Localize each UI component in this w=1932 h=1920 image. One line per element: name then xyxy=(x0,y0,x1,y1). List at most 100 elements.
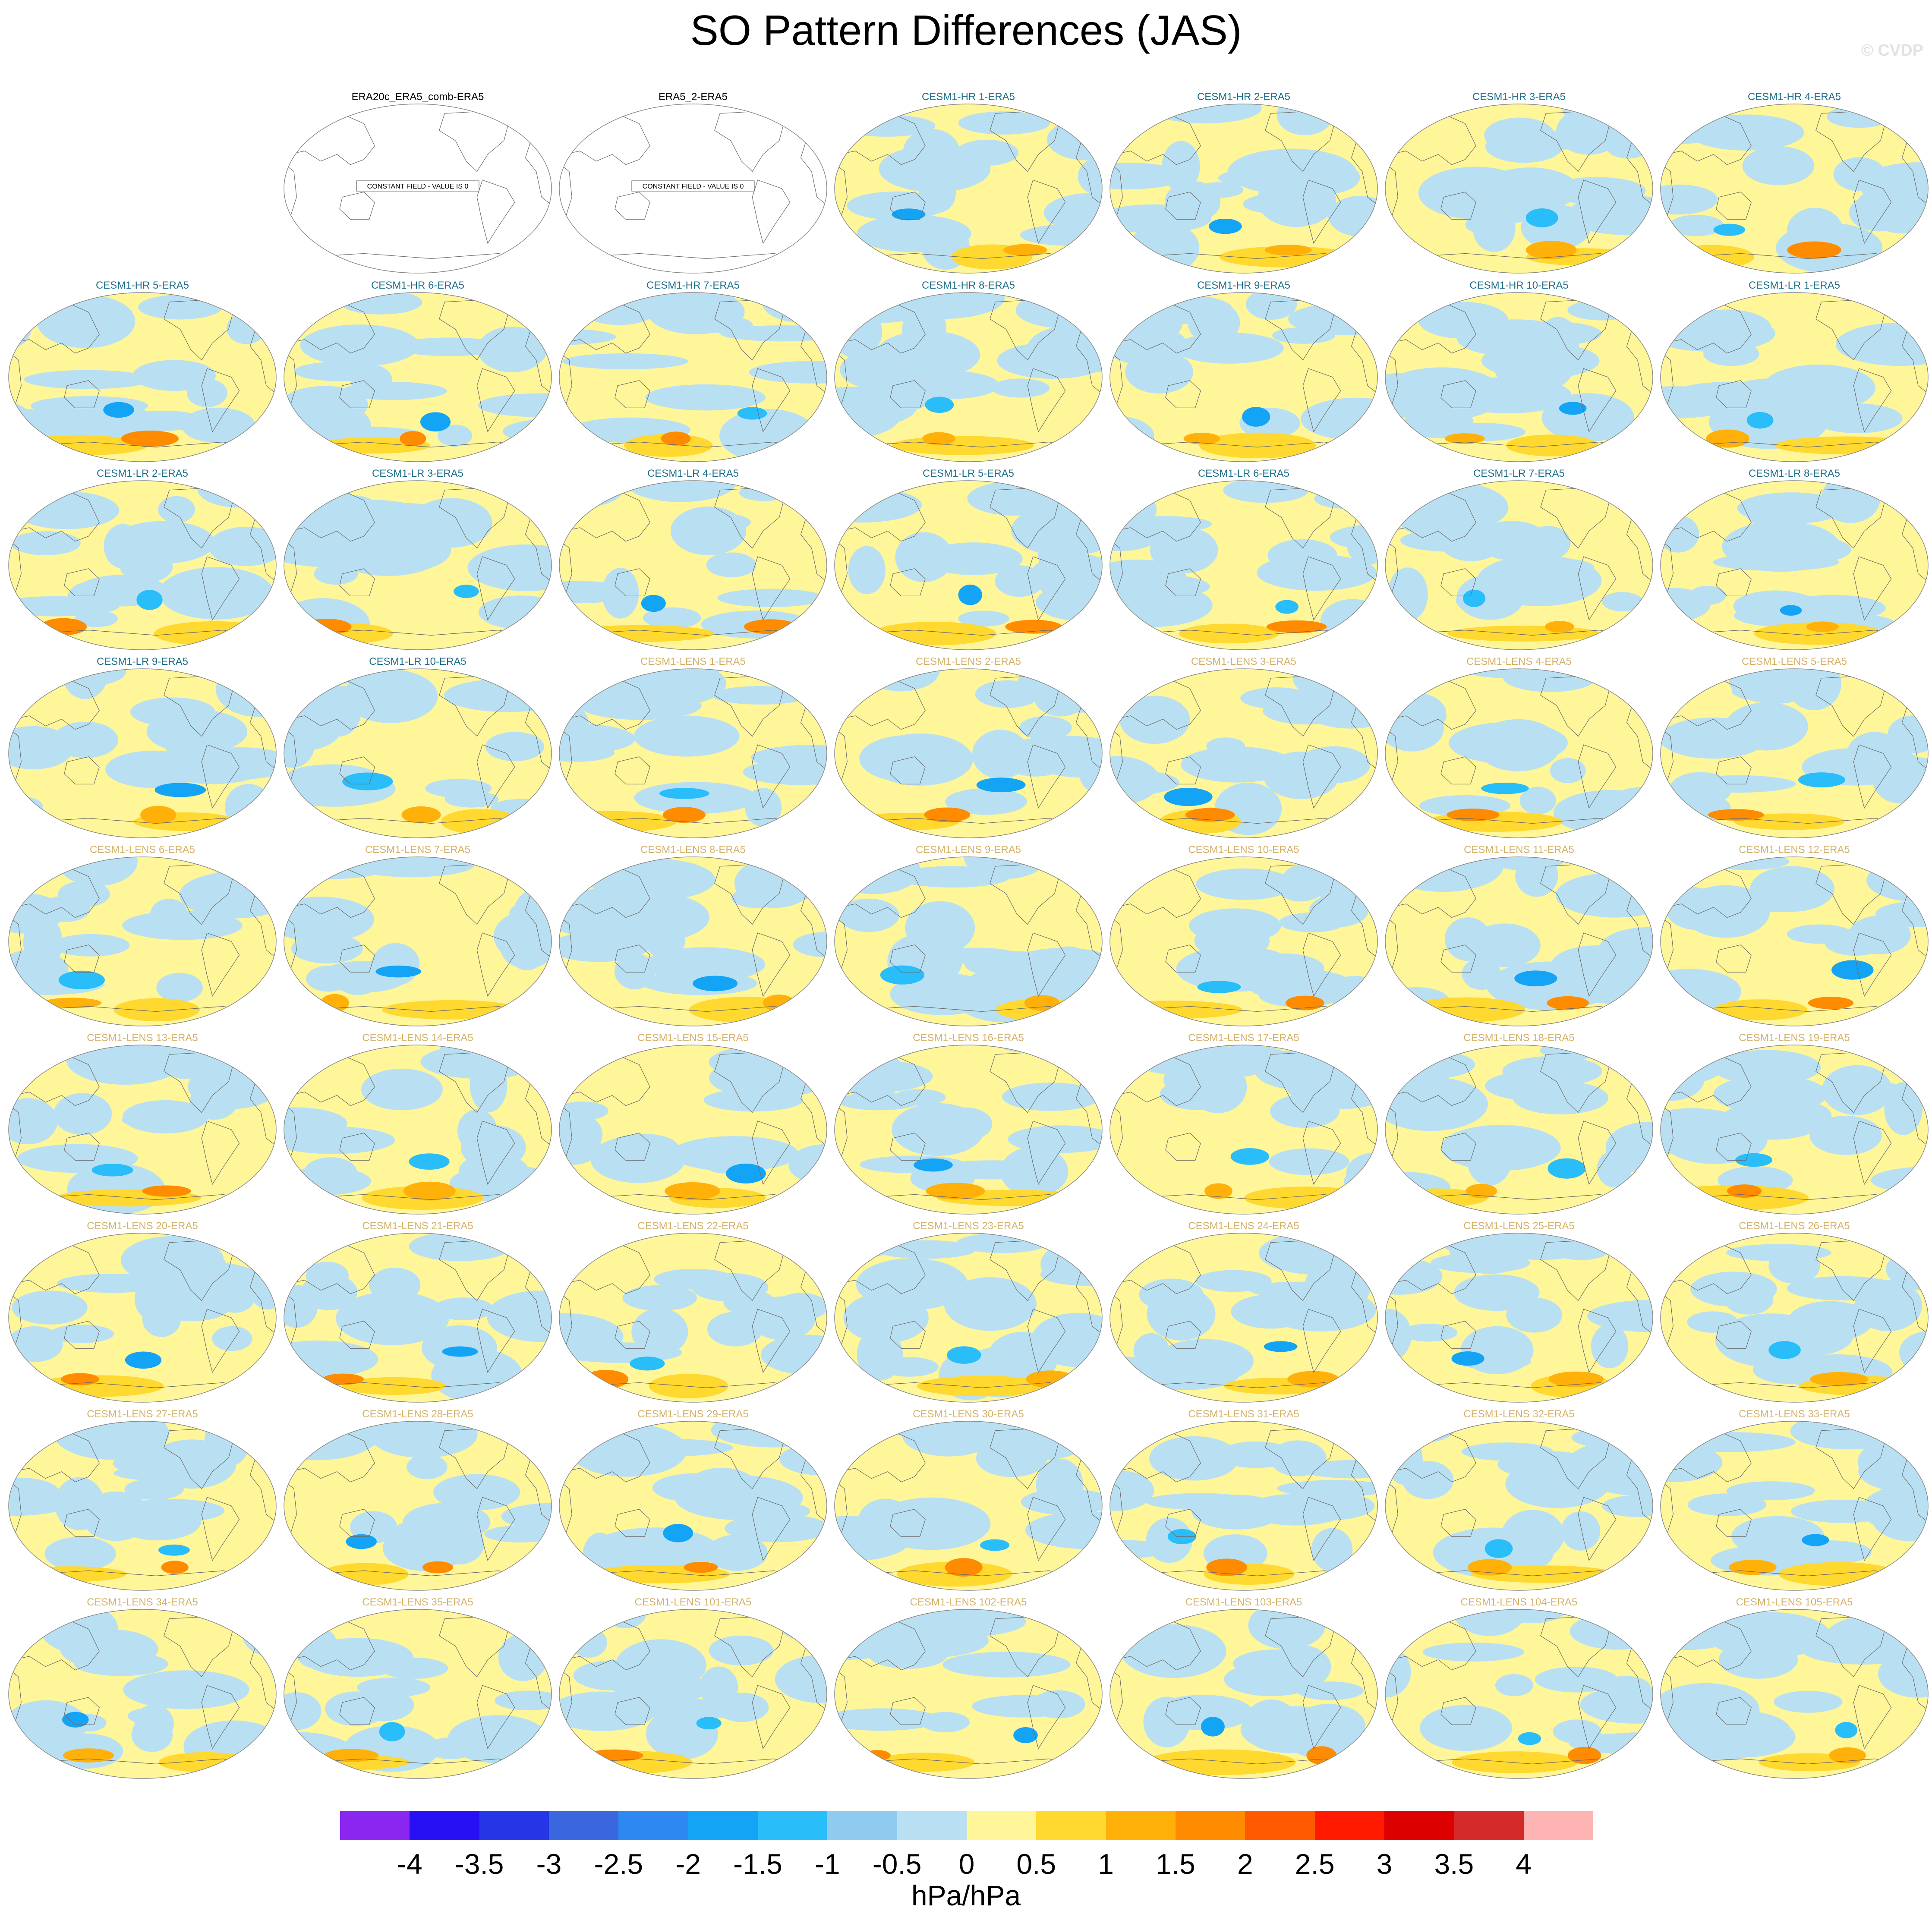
world-map xyxy=(284,480,552,650)
map-panel: CESM1-LENS 28-ERA5 xyxy=(281,1406,555,1594)
world-map xyxy=(559,480,827,650)
cvdp-credit: © CVDP xyxy=(1861,41,1923,60)
map-panel: CESM1-LENS 18-ERA5 xyxy=(1382,1029,1656,1218)
panel-title: CESM1-LENS 11-ERA5 xyxy=(1464,844,1574,856)
colorbar-tick-label: -3.5 xyxy=(454,1848,504,1880)
map-panel: CESM1-LENS 8-ERA5 xyxy=(556,841,830,1029)
map-panel: CESM1-HR 1-ERA5 xyxy=(831,88,1106,277)
colorbar-tick-label: 1 xyxy=(1098,1848,1114,1880)
panel-title: CESM1-LR 9-ERA5 xyxy=(96,656,189,667)
panel-title: CESM1-HR 1-ERA5 xyxy=(921,91,1015,103)
colorbar-segment xyxy=(688,1811,758,1840)
colorbar-segment xyxy=(1106,1811,1176,1840)
map-panel: CESM1-LENS 1-ERA5 xyxy=(556,653,830,841)
world-map xyxy=(559,1421,827,1591)
map-panel: CESM1-HR 3-ERA5 xyxy=(1382,88,1656,277)
map-panel: CESM1-LENS 24-ERA5 xyxy=(1106,1218,1381,1406)
colorbar-tick-label: -3 xyxy=(536,1848,562,1880)
map-panel: CESM1-LENS 5-ERA5 xyxy=(1657,653,1932,841)
world-map xyxy=(284,1233,552,1403)
map-panel: CESM1-LENS 25-ERA5 xyxy=(1382,1218,1656,1406)
world-map xyxy=(1385,1045,1653,1215)
panel-title: CESM1-LENS 103-ERA5 xyxy=(1185,1596,1302,1608)
panel-title: CESM1-LENS 13-ERA5 xyxy=(87,1032,198,1044)
world-map xyxy=(1109,856,1378,1026)
colorbar-tick-label: 1.5 xyxy=(1156,1848,1195,1880)
colorbar-segment xyxy=(479,1811,549,1840)
panel-title: CESM1-LENS 6-ERA5 xyxy=(89,844,195,856)
map-panel: CESM1-LR 6-ERA5 xyxy=(1106,465,1381,653)
world-map xyxy=(1660,668,1929,838)
colorbar-tick-label: -2.5 xyxy=(594,1848,643,1880)
world-map xyxy=(559,292,827,462)
panel-title: CESM1-LENS 29-ERA5 xyxy=(637,1408,749,1420)
panel-title: CESM1-LENS 10-ERA5 xyxy=(1188,844,1299,856)
world-map xyxy=(1109,1421,1378,1591)
colorbar-segment xyxy=(410,1811,480,1840)
map-panel: CESM1-LENS 12-ERA5 xyxy=(1657,841,1932,1029)
panel-title: CESM1-LENS 7-ERA5 xyxy=(365,844,471,856)
world-map xyxy=(1109,1609,1378,1779)
panel-title: CESM1-LENS 30-ERA5 xyxy=(913,1408,1024,1420)
colorbar-segment xyxy=(1176,1811,1245,1840)
map-panel: CESM1-LENS 21-ERA5 xyxy=(281,1218,555,1406)
colorbar-segment xyxy=(967,1811,1037,1840)
colorbar-segment xyxy=(340,1811,410,1840)
panel-title: CESM1-LENS 101-ERA5 xyxy=(634,1596,752,1608)
world-map xyxy=(1109,104,1378,274)
panel-title: CESM1-LENS 16-ERA5 xyxy=(913,1032,1024,1044)
colorbar-tick-label: 4 xyxy=(1516,1848,1532,1880)
world-map xyxy=(1385,1233,1653,1403)
colorbar-segment xyxy=(1314,1811,1385,1840)
world-map xyxy=(1385,104,1653,274)
panel-title: CESM1-LENS 12-ERA5 xyxy=(1739,844,1850,856)
world-map: CONSTANT FIELD - VALUE IS 0 xyxy=(559,104,827,274)
map-panel: CESM1-LENS 34-ERA5 xyxy=(5,1594,280,1782)
map-panel: CESM1-LENS 101-ERA5 xyxy=(556,1594,830,1782)
world-map xyxy=(8,1045,277,1215)
panel-title: CESM1-LR 10-ERA5 xyxy=(369,656,466,667)
world-map xyxy=(834,1609,1103,1779)
world-map xyxy=(1385,480,1653,650)
map-panel: CESM1-LENS 3-ERA5 xyxy=(1106,653,1381,841)
colorbar-tick-label: -4 xyxy=(397,1848,422,1880)
panel-title: CESM1-LENS 9-ERA5 xyxy=(915,844,1021,856)
panel-title: CESM1-HR 7-ERA5 xyxy=(646,280,740,291)
panel-title: CESM1-HR 5-ERA5 xyxy=(95,280,189,291)
world-map xyxy=(834,1045,1103,1215)
world-map xyxy=(284,292,552,462)
map-panel: CESM1-HR 9-ERA5 xyxy=(1106,277,1381,465)
map-panel: CESM1-LENS 10-ERA5 xyxy=(1106,841,1381,1029)
world-map xyxy=(834,1421,1103,1591)
panel-title: CESM1-LENS 24-ERA5 xyxy=(1188,1220,1299,1232)
world-map xyxy=(284,668,552,838)
map-panel: CESM1-LR 7-ERA5 xyxy=(1382,465,1656,653)
world-map xyxy=(834,104,1103,274)
panel-title: CESM1-LENS 35-ERA5 xyxy=(362,1596,473,1608)
colorbar-tick-label: -1 xyxy=(814,1848,840,1880)
colorbar-tick-label: 3.5 xyxy=(1434,1848,1474,1880)
map-panel: CESM1-LENS 19-ERA5 xyxy=(1657,1029,1932,1218)
world-map xyxy=(8,1609,277,1779)
map-panel: CESM1-LR 5-ERA5 xyxy=(831,465,1106,653)
panel-title: CESM1-LR 4-ERA5 xyxy=(647,468,739,479)
panel-title: CESM1-LR 2-ERA5 xyxy=(96,468,189,479)
panel-title: CESM1-LR 7-ERA5 xyxy=(1473,468,1565,479)
panel-title: CESM1-HR 2-ERA5 xyxy=(1197,91,1291,103)
map-panel: CESM1-HR 8-ERA5 xyxy=(831,277,1106,465)
map-panel: CESM1-HR 7-ERA5 xyxy=(556,277,830,465)
panel-title: CESM1-LR 6-ERA5 xyxy=(1198,468,1290,479)
map-panel: CESM1-LENS 22-ERA5 xyxy=(556,1218,830,1406)
map-panel: CESM1-LENS 4-ERA5 xyxy=(1382,653,1656,841)
colorbar-tick-label: 2 xyxy=(1237,1848,1253,1880)
colorbar-tick-labels: -4 -3.5 -3 -2.5 -2 -1.5 -1 -0.5 0 0.5 1 1.5 2 2.5 3 3.5… xyxy=(0,1848,1932,1882)
constant-field-label: CONSTANT FIELD - VALUE IS 0 xyxy=(367,183,469,190)
map-panel: CESM1-LENS 13-ERA5 xyxy=(5,1029,280,1218)
world-map xyxy=(8,1233,277,1403)
panel-title: ERA5_2-ERA5 xyxy=(658,91,728,103)
world-map xyxy=(1109,1233,1378,1403)
map-panel: CESM1-LENS 9-ERA5 xyxy=(831,841,1106,1029)
panel-title: CESM1-HR 8-ERA5 xyxy=(921,280,1015,291)
panel-title: CESM1-LENS 34-ERA5 xyxy=(87,1596,198,1608)
colorbar-segment xyxy=(1384,1811,1454,1840)
